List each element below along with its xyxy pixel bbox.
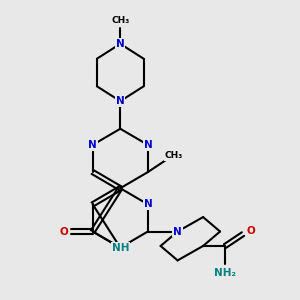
Text: O: O (246, 226, 255, 236)
Text: CH₃: CH₃ (164, 152, 182, 160)
Text: N: N (143, 199, 152, 209)
Text: O: O (59, 226, 68, 236)
Text: NH₂: NH₂ (214, 268, 236, 278)
Text: N: N (173, 226, 182, 236)
Text: N: N (116, 39, 125, 49)
Text: CH₃: CH₃ (111, 16, 129, 25)
Text: N: N (143, 140, 152, 150)
Text: N: N (88, 140, 97, 150)
Text: N: N (116, 96, 125, 106)
Text: NH: NH (112, 243, 129, 253)
